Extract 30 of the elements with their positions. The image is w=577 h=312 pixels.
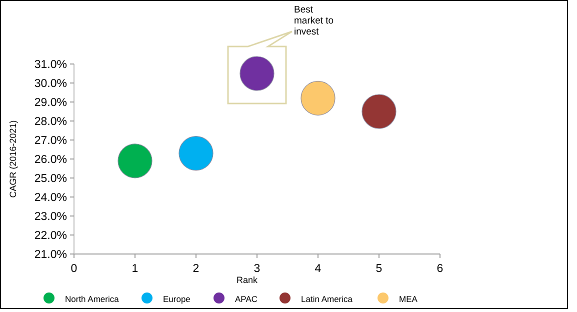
y-tick-label: 21.0% — [34, 249, 67, 261]
legend-label: APAC — [235, 294, 258, 304]
y-tick-label: 29.0% — [34, 97, 67, 109]
y-tick-label: 22.0% — [34, 230, 67, 242]
text: Best market to invest — [294, 4, 334, 38]
y-axis-title: CAGR (2016-2021) — [8, 120, 18, 198]
x-tick-label: 1 — [132, 263, 138, 275]
point — [300, 80, 336, 116]
legend-label: Latin America — [301, 294, 353, 304]
y-tick-label: 27.0% — [34, 135, 67, 147]
point — [178, 136, 214, 171]
point — [362, 94, 396, 129]
y-tick-label: 28.0% — [34, 116, 67, 128]
y-tick-label: 26.0% — [34, 154, 67, 166]
y-tick-label: 25.0% — [34, 173, 67, 185]
x-tick-label: 4 — [314, 263, 322, 275]
x-tick-label: 5 — [376, 263, 382, 275]
legend-label: MEA — [399, 294, 418, 304]
legend-label: Europe — [163, 294, 191, 304]
x-axis-title: Rank — [236, 275, 258, 285]
x-tick-label: 2 — [192, 263, 200, 275]
y-tick-label: 23.0% — [34, 211, 67, 223]
legend-label: North America — [65, 294, 120, 304]
y-tick-label: 30.0% — [34, 78, 67, 90]
y-tick-label: 31.0% — [34, 59, 67, 71]
x-tick-label: 6 — [436, 263, 444, 275]
x-tick-label: 0 — [70, 263, 78, 275]
point — [118, 144, 152, 178]
x-tick-label: 3 — [254, 263, 260, 275]
y-tick-label: 24.0% — [34, 192, 67, 204]
